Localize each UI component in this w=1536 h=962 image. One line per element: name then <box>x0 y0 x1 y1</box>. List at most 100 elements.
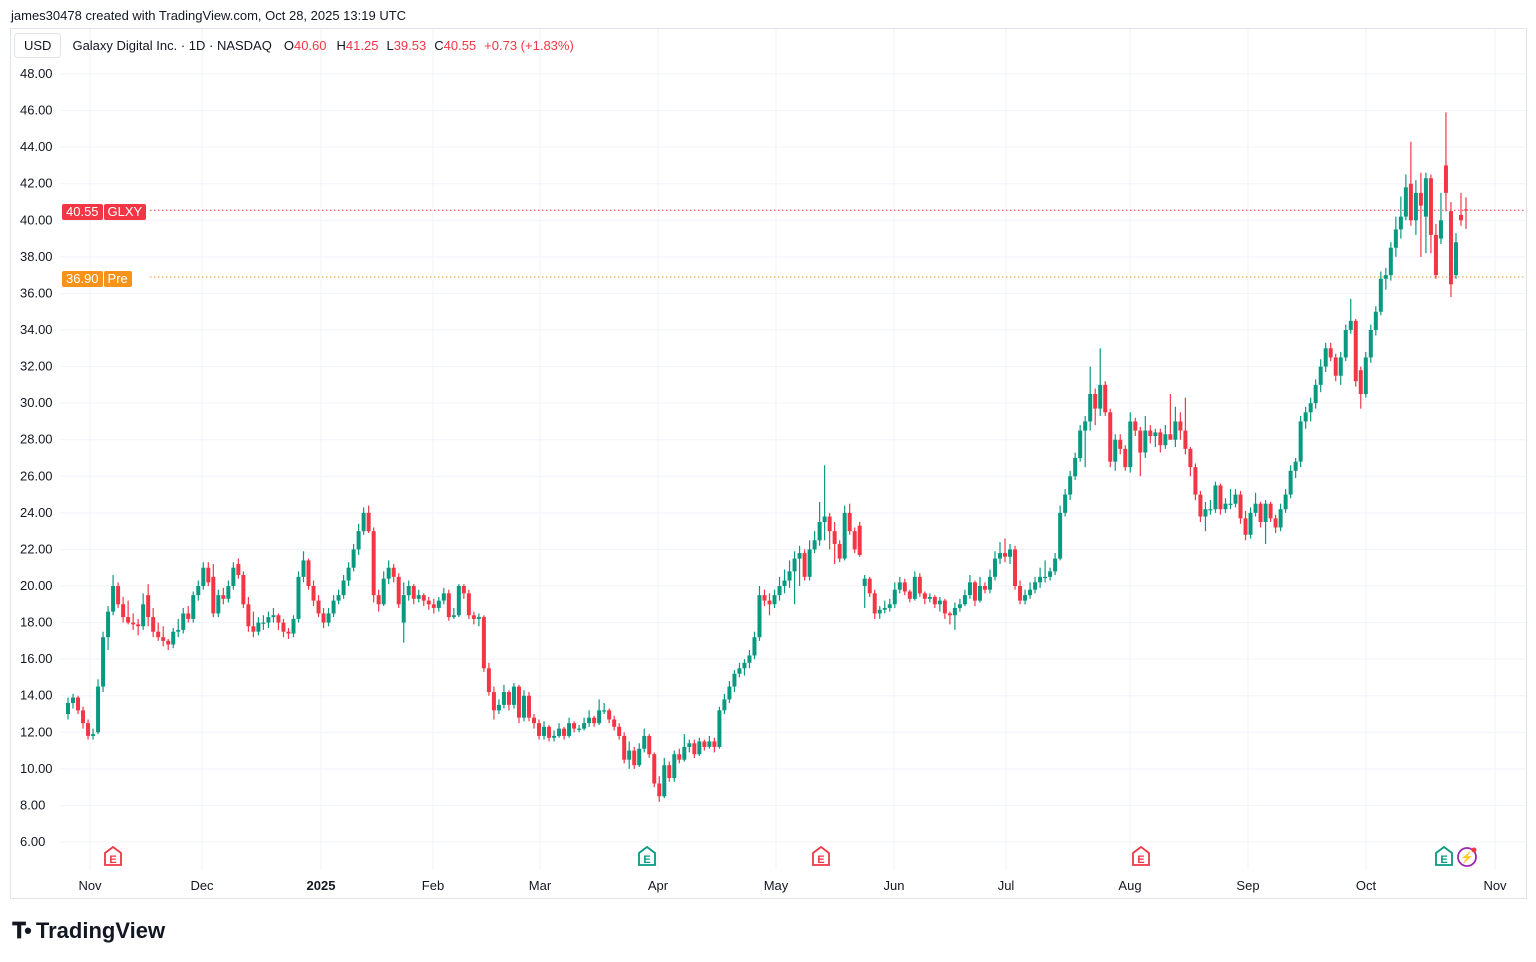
candle <box>1348 298 1353 334</box>
candle-body <box>577 728 582 730</box>
y-tick-label: 30.00 <box>20 395 53 410</box>
candle <box>692 739 697 758</box>
candle-body <box>1123 448 1128 468</box>
candle-body <box>336 595 341 601</box>
candle-body <box>206 567 211 583</box>
candle-body <box>231 567 236 586</box>
candle <box>812 531 817 554</box>
candle-body <box>466 593 471 616</box>
candle <box>1363 351 1368 398</box>
candle <box>206 562 211 586</box>
candle <box>491 686 496 720</box>
candle-body <box>421 595 426 601</box>
candle <box>1118 434 1123 455</box>
candle-body <box>351 549 356 568</box>
candle <box>537 719 542 740</box>
candle <box>662 757 667 799</box>
candle-body <box>772 595 777 605</box>
candle-body <box>602 710 607 712</box>
candle-body <box>341 580 346 596</box>
candle <box>957 598 962 612</box>
candle-body <box>386 567 391 579</box>
candle <box>361 507 366 535</box>
candle <box>161 626 166 647</box>
candle <box>1078 425 1083 462</box>
candle <box>882 600 887 614</box>
candle-body <box>927 596 932 599</box>
candle-body <box>1283 494 1288 510</box>
candle <box>176 618 181 638</box>
candle-body <box>882 607 887 610</box>
candle <box>436 596 441 612</box>
candle <box>862 575 867 608</box>
low-key: L <box>386 38 394 53</box>
candle <box>567 717 572 738</box>
candle <box>1453 233 1458 279</box>
candle-body <box>181 613 186 630</box>
candle <box>466 589 471 619</box>
candle-body <box>1148 430 1153 437</box>
candle <box>622 732 627 764</box>
y-tick-label: 24.00 <box>20 505 53 520</box>
candle <box>757 586 762 641</box>
candle <box>411 584 416 605</box>
candle-body <box>76 697 81 711</box>
candle-body <box>516 686 521 718</box>
candle <box>151 607 156 638</box>
candle <box>657 776 662 802</box>
candle <box>1083 415 1088 468</box>
y-tick-label: 34.00 <box>20 322 53 337</box>
high-value: 41.25 <box>345 38 379 53</box>
candle <box>191 591 196 623</box>
candle <box>962 589 967 607</box>
candle-body <box>486 668 491 693</box>
x-tick-label: Mar <box>529 878 552 893</box>
candle-body <box>742 662 747 669</box>
candle-body <box>622 735 627 760</box>
candle-body <box>1458 214 1463 221</box>
candle-body <box>1333 357 1338 376</box>
candle <box>998 542 1002 565</box>
candle <box>1323 342 1328 373</box>
candle <box>802 549 807 581</box>
candle <box>286 628 291 640</box>
candle <box>1238 490 1243 524</box>
candle-body <box>1243 518 1248 535</box>
candle-body <box>186 613 191 619</box>
candle <box>742 659 747 676</box>
candle-body <box>1248 512 1253 535</box>
candle <box>852 527 857 554</box>
candle-body <box>1188 448 1193 468</box>
candle <box>1293 458 1298 479</box>
candle <box>401 582 406 643</box>
candle-body <box>637 748 642 766</box>
candle-body <box>1038 576 1043 583</box>
candle <box>516 684 521 724</box>
logo-text: TradingView <box>35 918 166 943</box>
candle-body <box>837 543 842 559</box>
candle <box>827 512 832 550</box>
candle-body <box>161 637 166 641</box>
candle-body <box>171 631 176 645</box>
candle-body <box>111 586 116 612</box>
candle <box>291 615 296 638</box>
candle-body <box>451 615 456 618</box>
candle-body <box>276 615 281 623</box>
candle <box>1313 379 1318 409</box>
candle-body <box>612 719 617 727</box>
candle-body <box>1168 434 1173 440</box>
candle-body <box>246 604 251 627</box>
tradingview-logo[interactable]: 𝐓• TradingView <box>12 918 165 944</box>
currency-button[interactable]: USD <box>14 33 62 58</box>
candle <box>376 589 381 612</box>
x-tick-label: Aug <box>1118 878 1141 893</box>
candle-body <box>757 595 762 638</box>
candle-body <box>892 589 897 605</box>
symbol-title[interactable]: Galaxy Digital Inc. · 1D · NASDAQ <box>72 38 272 53</box>
candle-body <box>506 692 511 705</box>
x-tick-label: Jun <box>884 878 905 893</box>
candle <box>1278 503 1283 532</box>
candle <box>406 580 411 601</box>
candle <box>837 540 842 563</box>
